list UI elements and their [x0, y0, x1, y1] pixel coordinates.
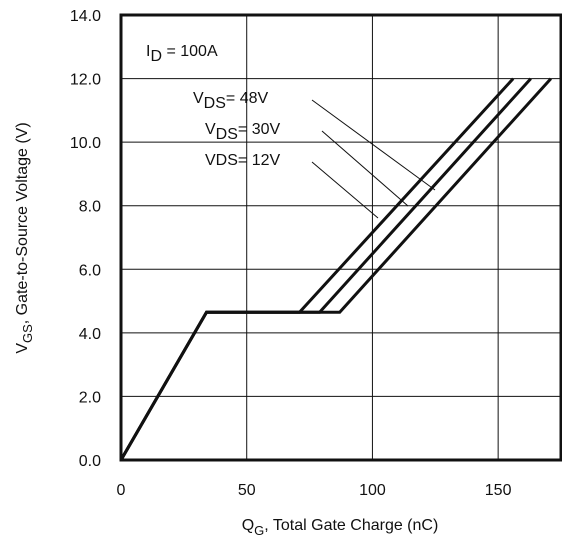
- x-tick-label-3: 150: [485, 482, 512, 499]
- grid-lines: [121, 15, 561, 460]
- y-tick-label-5: 10.0: [70, 135, 101, 152]
- series-label-vds-12v: VDS= 12V: [205, 152, 280, 169]
- leader-line-vds-12v: [311, 161, 379, 219]
- plot-frame: [119, 13, 562, 462]
- x-tick-label-1: 50: [238, 482, 256, 499]
- leader-line-vds-30v: [321, 130, 409, 207]
- y-tick-label-7: 14.0: [70, 8, 101, 25]
- tick-labels: 0.0 2.0 4.0 6.0 8.0 10.0 12.0 14.0 0 50 100 150: [70, 8, 512, 499]
- condition-label: ID = 100A: [146, 43, 218, 65]
- x-axis-title: QG, Total Gate Charge (nC): [242, 517, 439, 538]
- x-tick-label-2: 100: [359, 482, 386, 499]
- y-tick-label-1: 2.0: [79, 389, 101, 406]
- series-label-vds-30v: VDS= 30V: [205, 121, 280, 143]
- leader-line-vds-48v: [311, 99, 436, 191]
- y-tick-label-0: 0.0: [79, 453, 101, 470]
- series-label-vds-48v: VDS= 48V: [193, 90, 268, 112]
- y-axis-title: VGS, Gate-to-Source Voltage (V): [14, 122, 35, 353]
- series-lines: [119, 77, 553, 461]
- y-tick-label-2: 4.0: [79, 326, 101, 343]
- y-tick-label-3: 6.0: [79, 262, 101, 279]
- y-tick-label-4: 8.0: [79, 199, 101, 216]
- plot-border: [119, 13, 562, 462]
- y-tick-label-6: 12.0: [70, 72, 101, 89]
- x-tick-label-0: 0: [117, 482, 126, 499]
- series-line-vds-12v: [119, 77, 515, 461]
- annotation-leaders: [311, 99, 436, 219]
